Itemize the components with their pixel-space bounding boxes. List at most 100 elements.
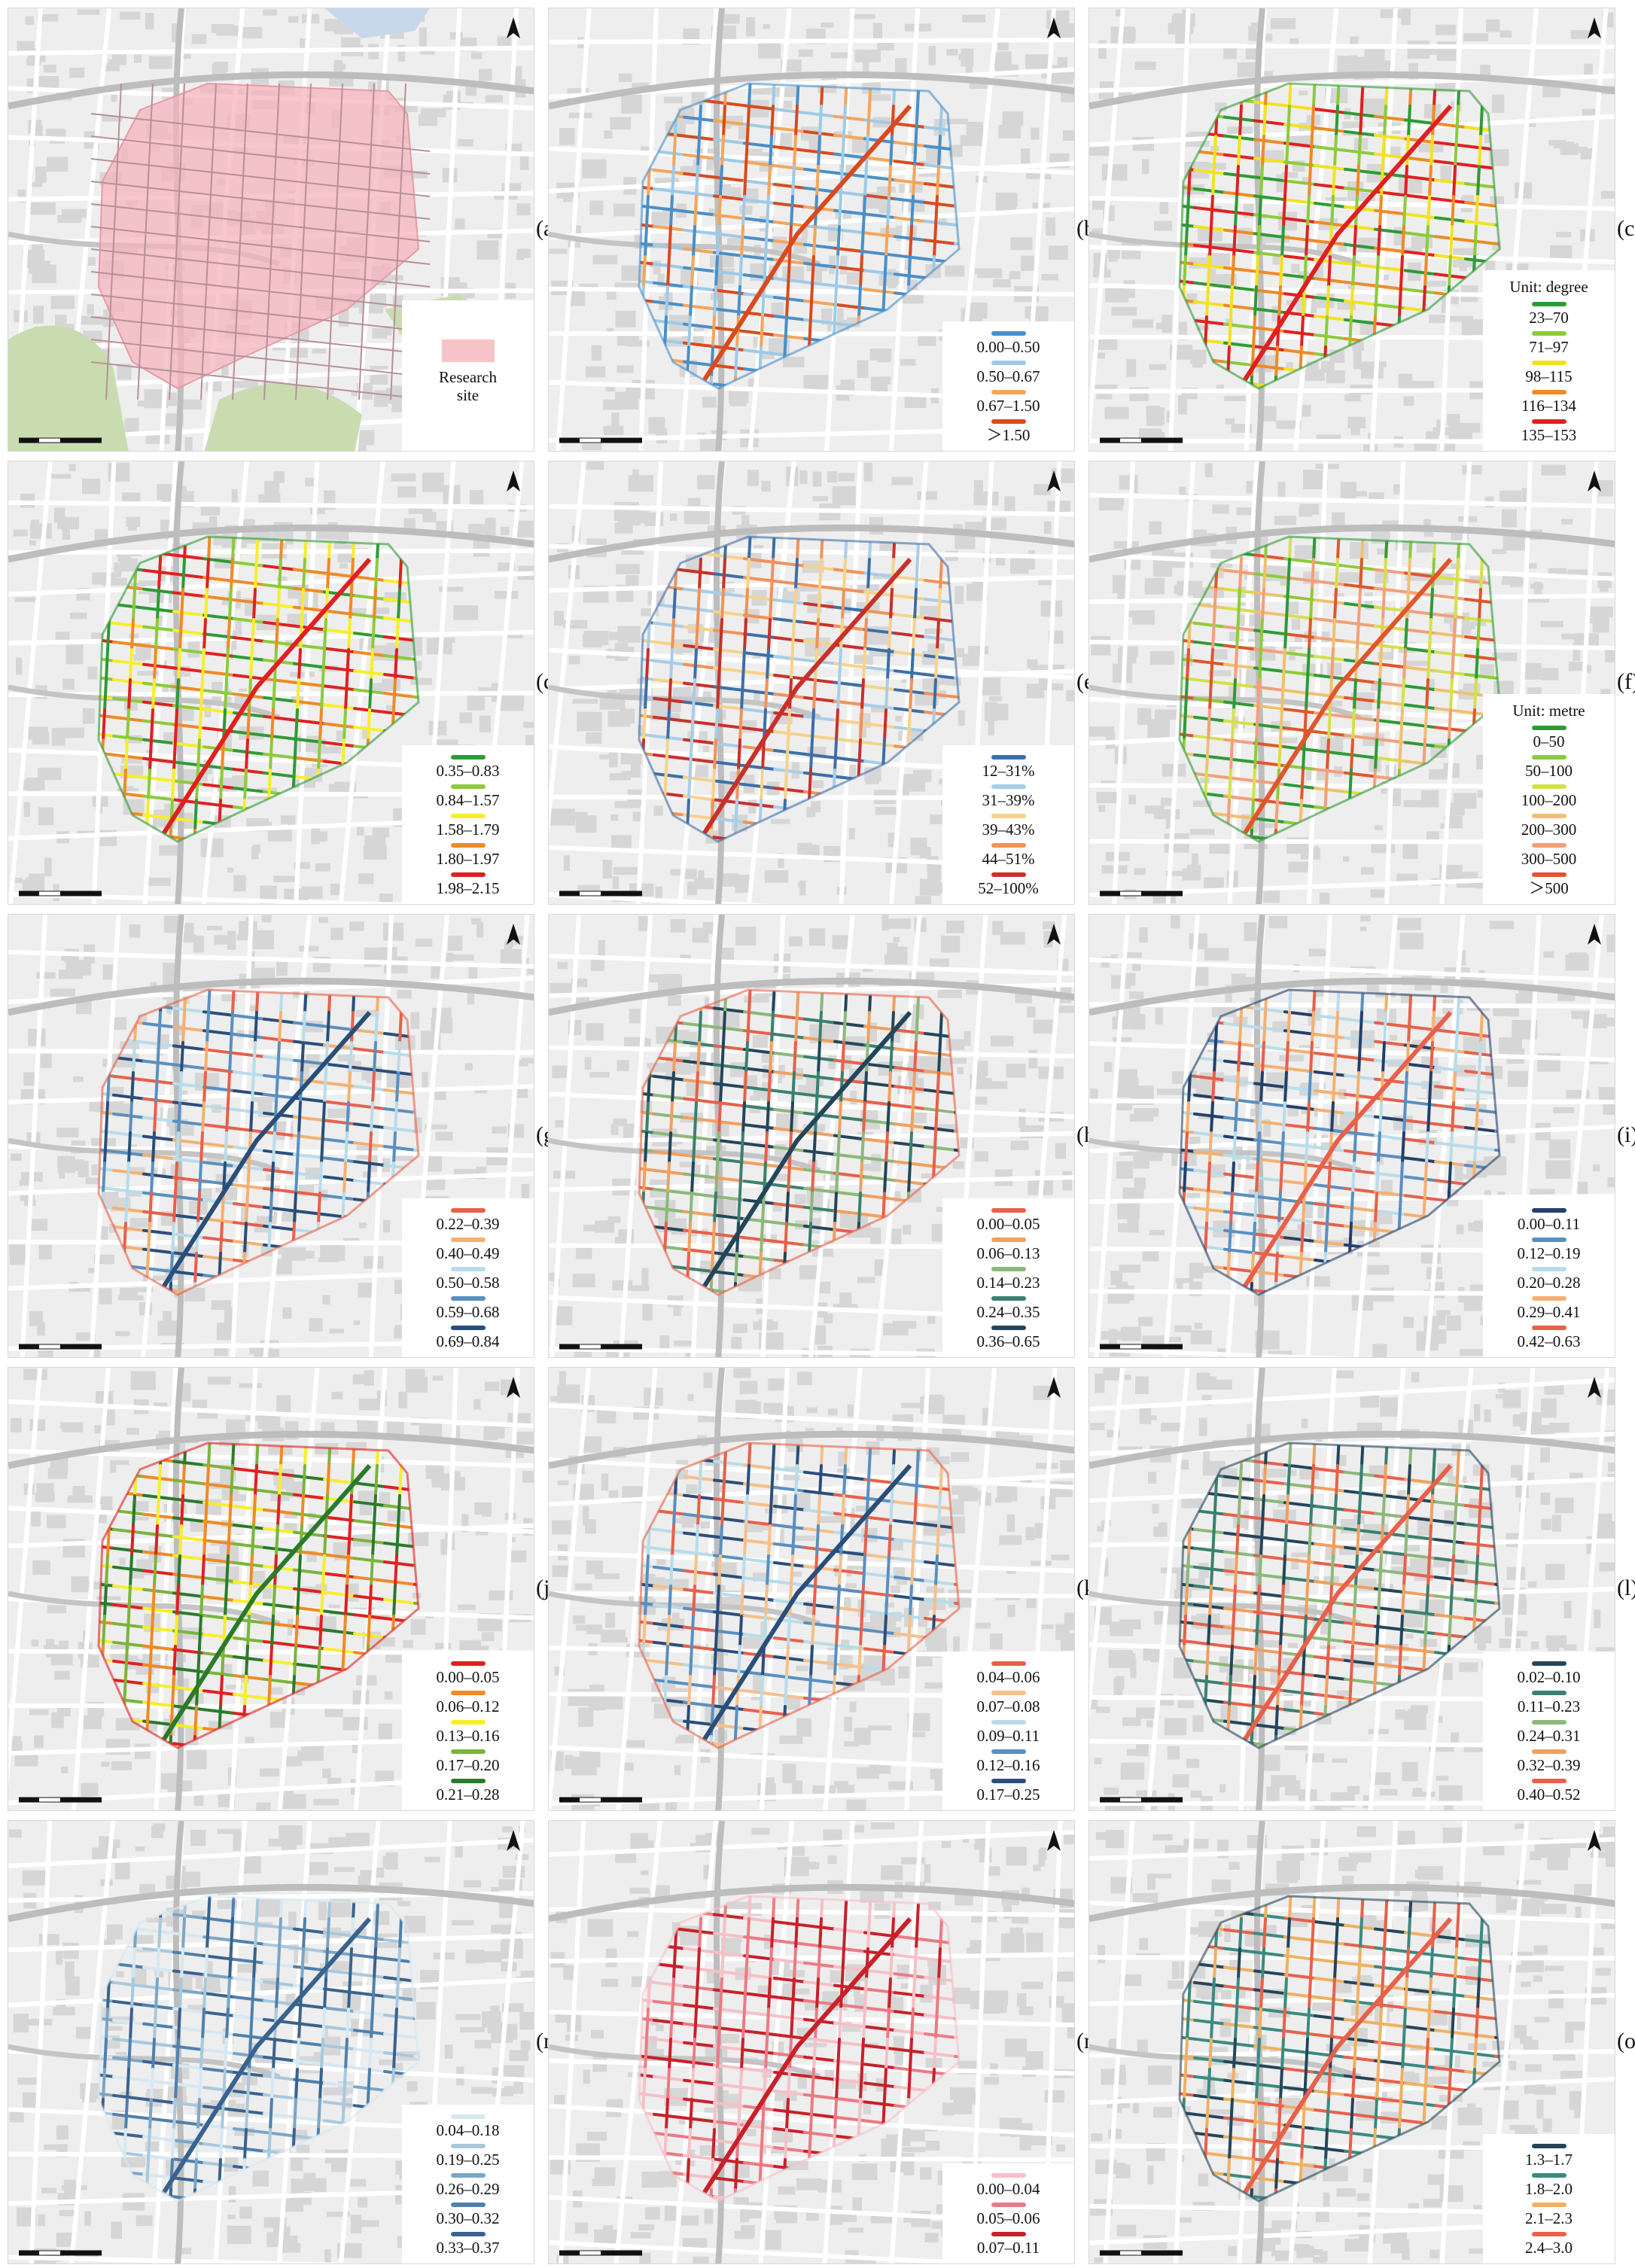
legend-label: 23–70 xyxy=(1529,309,1569,327)
panel-label: (o) xyxy=(1617,2029,1635,2053)
legend-item: 0.17–0.20 xyxy=(408,1747,528,1774)
legend-label: 0.12–0.19 xyxy=(1517,1244,1581,1262)
scale-bar xyxy=(19,1797,102,1803)
map-legend: Unit: degree 23–70 71–97 98–115 116–134 135–1… xyxy=(1483,270,1615,451)
base-map xyxy=(1089,915,1615,1357)
legend-swatch xyxy=(1531,1267,1566,1271)
legend-label: 0.07–0.08 xyxy=(976,1697,1040,1715)
legend-item: 0.12–0.19 xyxy=(1489,1235,1609,1262)
legend-swatch xyxy=(991,390,1026,394)
north-arrow-icon xyxy=(1047,1377,1061,1398)
north-arrow-icon xyxy=(1047,924,1061,945)
legend-label: 0.04–0.06 xyxy=(976,1668,1040,1686)
legend-item: 0.12–0.16 xyxy=(948,1747,1068,1774)
legend-swatch xyxy=(991,1691,1026,1695)
map-canvas xyxy=(1089,915,1615,1357)
legend-label: 0.33–0.37 xyxy=(436,2239,500,2257)
legend-swatch xyxy=(991,331,1026,336)
legend-label: 0.00–0.05 xyxy=(976,1215,1040,1233)
legend-label: 0.05–0.06 xyxy=(976,2209,1040,2227)
map-panel-g: 0.22–0.39 0.40–0.49 0.50–0.58 0.59–0.68 0.69… xyxy=(8,914,534,1358)
map-panel-l: 0.02–0.10 0.11–0.23 0.24–0.31 0.32–0.39 0.40… xyxy=(1088,1367,1615,1811)
legend-label: 100–200 xyxy=(1521,791,1577,809)
research-site-area xyxy=(97,82,420,390)
legend-swatch xyxy=(1531,1749,1566,1754)
legend-label: 31–39% xyxy=(982,791,1035,809)
legend-label: 0.20–0.28 xyxy=(1517,1274,1581,1292)
water-area xyxy=(324,8,430,38)
legend-label: site xyxy=(456,386,480,404)
legend-swatch xyxy=(450,2114,486,2119)
legend-item: 0.35–0.83 xyxy=(408,753,528,780)
legend-swatch xyxy=(991,1296,1026,1301)
legend-swatch xyxy=(1531,361,1566,365)
north-arrow-icon xyxy=(1588,924,1601,945)
map-canvas xyxy=(1089,1368,1615,1810)
legend-swatch xyxy=(450,755,486,760)
map-legend: 0.35–0.83 0.84–1.57 1.58–1.79 1.80–1.97 1.98… xyxy=(402,745,534,904)
north-arrow-icon xyxy=(507,924,520,945)
panel-label: (f) xyxy=(1617,669,1635,694)
legend-swatch xyxy=(1531,872,1566,877)
legend-item: 23–70 xyxy=(1489,300,1609,327)
legend-swatch xyxy=(991,419,1026,424)
legend-item: 0.19–0.25 xyxy=(408,2142,528,2169)
legend-item: 0.07–0.08 xyxy=(948,1688,1068,1715)
map-panel-h: 0.00–0.05 0.06–0.13 0.14–0.23 0.24–0.35 0.36… xyxy=(548,914,1075,1358)
legend-label: 0.29–0.41 xyxy=(1517,1303,1581,1321)
legend-item: 135–153 xyxy=(1489,417,1609,444)
legend-swatch xyxy=(450,1749,486,1754)
legend-label: 0.07–0.11 xyxy=(976,2239,1040,2257)
legend-swatch xyxy=(991,2203,1026,2207)
legend-label: 0.11–0.23 xyxy=(1517,1697,1581,1715)
legend-item: 0.33–0.37 xyxy=(408,2230,528,2257)
legend-item: 0.00–0.05 xyxy=(408,1659,528,1686)
legend-item: 0.30–0.32 xyxy=(408,2200,528,2227)
legend-swatch xyxy=(991,2173,1026,2178)
scale-bar xyxy=(559,2250,642,2256)
legend-swatch xyxy=(450,1720,486,1725)
map-panel-d: 0.35–0.83 0.84–1.57 1.58–1.79 1.80–1.97 1.98… xyxy=(8,461,534,905)
legend-swatch xyxy=(1531,331,1566,336)
north-arrow-icon xyxy=(507,470,520,492)
legend-label: ＞1.50 xyxy=(986,426,1031,444)
legend-label: 0.06–0.13 xyxy=(976,1244,1040,1262)
legend-label: 0.42–0.63 xyxy=(1517,1332,1581,1350)
legend-item: 52–100% xyxy=(948,870,1068,897)
scale-bar xyxy=(1100,437,1183,443)
legend-item: 0.24–0.31 xyxy=(1489,1718,1609,1745)
green-area xyxy=(204,383,362,451)
legend-swatch xyxy=(991,843,1026,848)
legend-swatch xyxy=(991,1208,1026,1213)
legend-item: 0.00–0.11 xyxy=(1489,1206,1609,1233)
scale-bar xyxy=(1100,1344,1183,1350)
panel-label: (i) xyxy=(1617,1122,1635,1147)
legend-item: 1.3–1.7 xyxy=(1489,2142,1609,2169)
legend-item: 98–115 xyxy=(1489,358,1609,385)
legend-swatch xyxy=(450,1296,486,1301)
scale-bar xyxy=(19,2250,102,2256)
legend-label: 0.00–0.05 xyxy=(436,1668,500,1686)
legend-swatch xyxy=(450,1661,486,1666)
legend-item: 1.98–2.15 xyxy=(408,870,528,897)
legend-label: ＞500 xyxy=(1529,879,1569,897)
map-canvas xyxy=(8,1821,534,2263)
legend-item: 1.80–1.97 xyxy=(408,841,528,868)
legend-swatch xyxy=(450,872,486,877)
legend-label: 135–153 xyxy=(1521,426,1577,444)
legend-swatch xyxy=(991,1238,1026,1242)
legend-label: 0.06–0.12 xyxy=(436,1697,500,1715)
legend-item: 0.32–0.39 xyxy=(1489,1747,1609,1774)
legend-label: 0.00–0.04 xyxy=(976,2180,1040,2198)
legend-label: 0.32–0.39 xyxy=(1517,1756,1581,1774)
legend-item: 0.05–0.06 xyxy=(948,2200,1068,2227)
legend-label: 0.19–0.25 xyxy=(436,2151,500,2169)
legend-item: 0.42–0.63 xyxy=(1489,1323,1609,1350)
legend-label: 0.36–0.65 xyxy=(976,1332,1040,1350)
map-legend: 0.00–0.50 0.50–0.67 0.67–1.50 ＞1.50 xyxy=(942,321,1074,451)
legend-label: 0.50–0.67 xyxy=(976,367,1040,385)
legend-item: ＞1.50 xyxy=(948,417,1068,444)
map-panel-j: 0.00–0.05 0.06–0.12 0.13–0.16 0.17–0.20 0.21… xyxy=(8,1367,534,1811)
legend-swatch xyxy=(450,2203,486,2207)
base-map xyxy=(8,461,534,904)
